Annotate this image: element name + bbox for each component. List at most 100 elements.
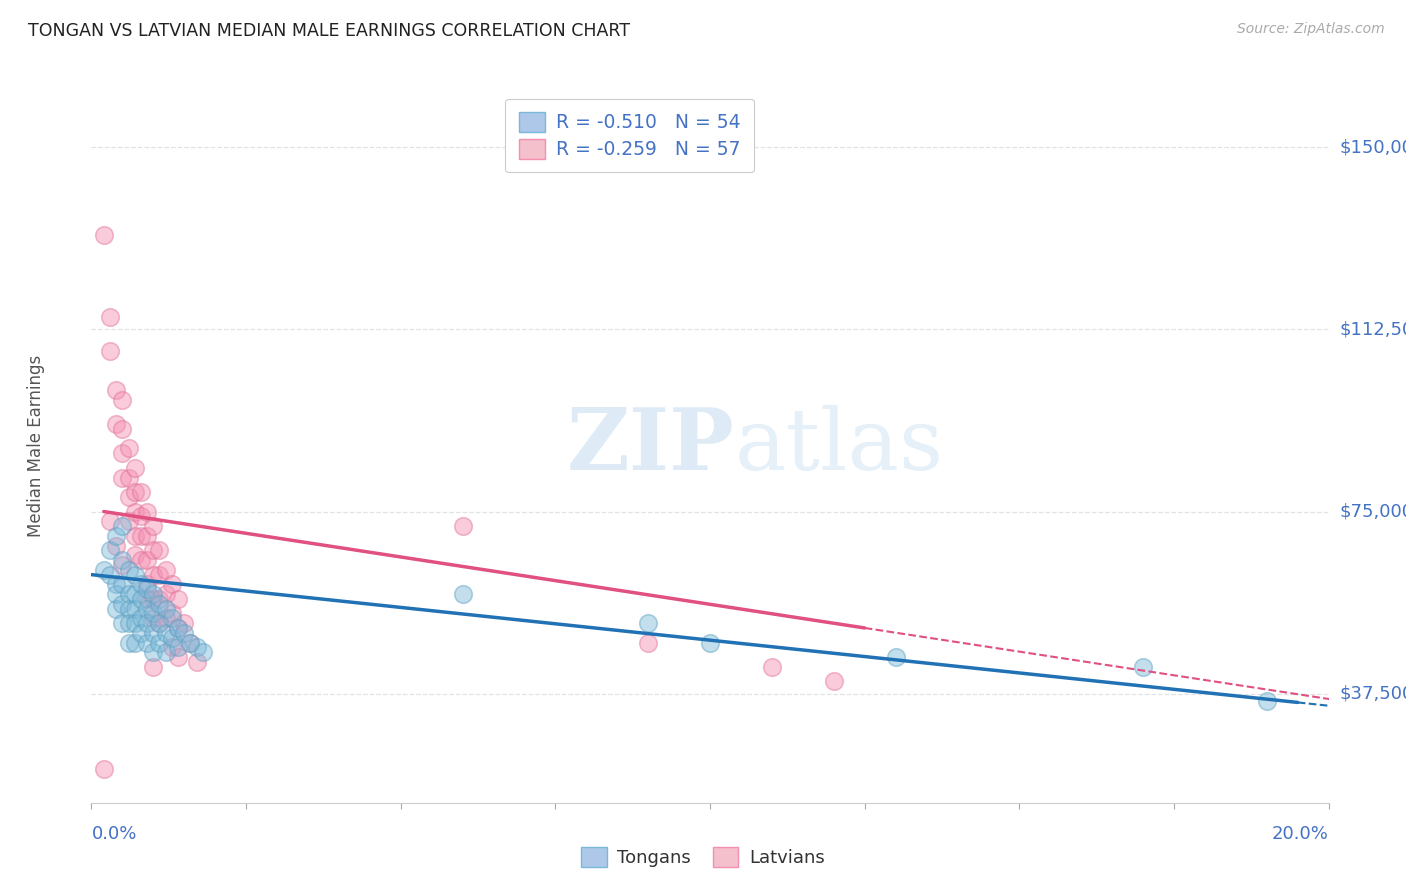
Point <box>98 310 121 325</box>
Point <box>93 227 115 242</box>
Text: TONGAN VS LATVIAN MEDIAN MALE EARNINGS CORRELATION CHART: TONGAN VS LATVIAN MEDIAN MALE EARNINGS C… <box>28 22 630 40</box>
Point <box>451 587 474 601</box>
Point <box>761 660 783 674</box>
Point <box>124 529 146 543</box>
Point <box>142 591 165 606</box>
Point <box>160 640 183 655</box>
Point <box>93 762 115 776</box>
Point <box>173 616 195 631</box>
Point <box>148 543 170 558</box>
Point <box>136 616 159 631</box>
Point <box>167 640 190 655</box>
Point <box>124 548 146 562</box>
Point <box>148 567 170 582</box>
Point <box>111 553 134 567</box>
Point <box>191 645 214 659</box>
Point <box>155 645 177 659</box>
Point <box>111 446 134 460</box>
Point <box>117 587 139 601</box>
Point <box>186 640 208 655</box>
Point <box>124 616 146 631</box>
Point <box>129 509 152 524</box>
Point <box>136 601 159 615</box>
Point <box>136 582 159 597</box>
Point <box>129 553 152 567</box>
Point <box>124 567 146 582</box>
Point <box>129 611 152 625</box>
Point <box>105 529 128 543</box>
Point <box>167 621 190 635</box>
Point <box>98 344 121 359</box>
Point <box>117 470 139 484</box>
Point <box>167 621 190 635</box>
Point <box>93 563 115 577</box>
Point <box>129 591 152 606</box>
Point <box>124 601 146 615</box>
Point <box>105 383 128 397</box>
Point <box>117 442 139 456</box>
Point <box>124 504 146 518</box>
Point <box>111 616 134 631</box>
Point <box>160 631 183 645</box>
Point <box>117 514 139 528</box>
Point <box>111 422 134 436</box>
Text: $150,000: $150,000 <box>1340 138 1406 156</box>
Point <box>142 611 165 625</box>
Point <box>111 519 134 533</box>
Text: 20.0%: 20.0% <box>1272 825 1329 843</box>
Point <box>129 529 152 543</box>
Point <box>884 650 907 665</box>
Point <box>148 635 170 649</box>
Point <box>129 485 152 500</box>
Text: 0.0%: 0.0% <box>91 825 136 843</box>
Text: Median Male Earnings: Median Male Earnings <box>27 355 45 537</box>
Point <box>105 587 128 601</box>
Point <box>124 587 146 601</box>
Point <box>1132 660 1154 674</box>
Point <box>136 635 159 649</box>
Legend: R = -0.510   N = 54, R = -0.259   N = 57: R = -0.510 N = 54, R = -0.259 N = 57 <box>505 99 754 172</box>
Point <box>179 635 201 649</box>
Point <box>142 587 165 601</box>
Point <box>148 616 170 631</box>
Text: $112,500: $112,500 <box>1340 320 1406 338</box>
Text: $37,500: $37,500 <box>1340 684 1406 703</box>
Point <box>451 519 474 533</box>
Point <box>148 591 170 606</box>
Point <box>167 650 190 665</box>
Point <box>124 460 146 475</box>
Point <box>637 635 659 649</box>
Point <box>117 563 139 577</box>
Point <box>117 601 139 615</box>
Point <box>98 543 121 558</box>
Point <box>117 635 139 649</box>
Point <box>111 558 134 572</box>
Point <box>173 626 195 640</box>
Point <box>105 601 128 615</box>
Point <box>124 485 146 500</box>
Point <box>155 626 177 640</box>
Point <box>98 567 121 582</box>
Point <box>136 553 159 567</box>
Point <box>98 514 121 528</box>
Point <box>105 539 128 553</box>
Point <box>148 616 170 631</box>
Point <box>111 577 134 591</box>
Point <box>142 645 165 659</box>
Legend: Tongans, Latvians: Tongans, Latvians <box>574 839 832 874</box>
Point <box>155 611 177 625</box>
Point <box>699 635 721 649</box>
Point <box>136 577 159 591</box>
Point <box>142 607 165 621</box>
Point <box>167 591 190 606</box>
Point <box>179 635 201 649</box>
Point <box>111 597 134 611</box>
Point <box>142 567 165 582</box>
Text: atlas: atlas <box>735 404 943 488</box>
Point <box>136 591 159 606</box>
Point <box>111 470 134 484</box>
Point <box>637 616 659 631</box>
Point <box>155 601 177 615</box>
Point <box>160 607 183 621</box>
Point <box>142 626 165 640</box>
